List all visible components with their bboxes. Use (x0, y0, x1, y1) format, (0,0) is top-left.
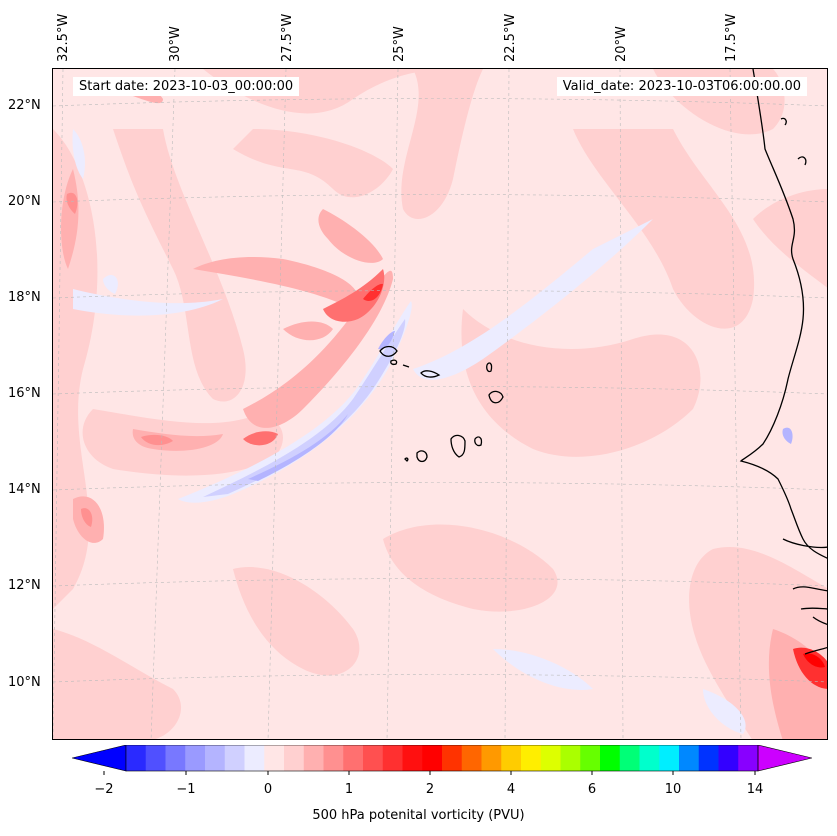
colorbar-segment (679, 745, 700, 771)
colorbar-tick-label: 4 (506, 782, 516, 797)
colorbar-segment (244, 745, 265, 771)
colorbar-segment (718, 745, 739, 771)
longitude-label: 32.5°W (56, 13, 71, 62)
colorbar-segment (264, 745, 285, 771)
colorbar-segment (224, 745, 245, 771)
colorbar-max-extend (757, 745, 812, 772)
colorbar-segment (382, 745, 403, 771)
colorbar-segment (126, 745, 147, 771)
colorbar-segment (738, 745, 759, 771)
colorbar-tick-label: 6 (587, 782, 597, 797)
map-plot (53, 69, 827, 739)
latitude-label: 18°N (8, 290, 41, 305)
colorbar-segment (521, 745, 542, 771)
longitude-label: 22.5°W (503, 13, 518, 62)
valid-date-label: Valid_date: 2023-10-03T06:00:00.00 (556, 77, 807, 96)
colorbar-segment (165, 745, 186, 771)
colorbar-segment (402, 745, 423, 771)
latitude-label: 22°N (8, 98, 41, 113)
colorbar-segment (185, 745, 206, 771)
colorbar-segment (145, 745, 166, 771)
colorbar-segment (461, 745, 482, 771)
longitude-label: 20°W (614, 26, 629, 62)
coastlines (739, 69, 827, 655)
colorbar-tick-label: 2 (425, 782, 435, 797)
colorbar-outline (125, 745, 759, 772)
colorbar-tick-label: 1 (344, 782, 354, 797)
colorbar-tick-label: −2 (94, 782, 114, 797)
colorbar (72, 745, 812, 775)
latitude-label: 20°N (8, 194, 41, 209)
colorbar-tick-label: 14 (746, 782, 764, 797)
colorbar-segment (540, 745, 561, 771)
colorbar-segment (560, 745, 581, 771)
colorbar-segment (481, 745, 502, 771)
colorbar-label: 500 hPa potenital vorticity (PVU) (312, 808, 525, 823)
colorbar-segment (619, 745, 640, 771)
pv-contour-fields (53, 69, 827, 739)
colorbar-tick-label: 0 (263, 782, 273, 797)
colorbar-segment (501, 745, 522, 771)
longitude-label: 25°W (392, 26, 407, 62)
colorbar-tick-label: −1 (176, 782, 196, 797)
colorbar-segment (323, 745, 344, 771)
colorbar-segment (600, 745, 621, 771)
longitude-label: 17.5°W (724, 13, 739, 62)
map-frame: Start date: 2023-10-03_00:00:00 Valid_da… (52, 68, 828, 740)
colorbar-segment (343, 745, 364, 771)
gridlines (53, 69, 827, 739)
colorbar-segment (659, 745, 680, 771)
longitude-label: 27.5°W (280, 13, 295, 62)
colorbar-segment (363, 745, 384, 771)
latitude-label: 10°N (8, 675, 41, 690)
colorbar-segment (698, 745, 719, 771)
cape-verde-islands (379, 345, 504, 463)
colorbar-segment (442, 745, 463, 771)
colorbar-segment (639, 745, 660, 771)
colorbar-segment (422, 745, 443, 771)
colorbar-segment (580, 745, 601, 771)
start-date-label: Start date: 2023-10-03_00:00:00 (73, 77, 300, 96)
colorbar-tick-label: 10 (664, 782, 682, 797)
colorbar-segment (284, 745, 305, 771)
colorbar-segment (205, 745, 226, 771)
latitude-label: 16°N (8, 386, 41, 401)
colorbar-min-extend (72, 745, 127, 772)
latitude-label: 14°N (8, 482, 41, 497)
colorbar-segment (303, 745, 324, 771)
latitude-label: 12°N (8, 578, 41, 593)
longitude-label: 30°W (168, 26, 183, 62)
